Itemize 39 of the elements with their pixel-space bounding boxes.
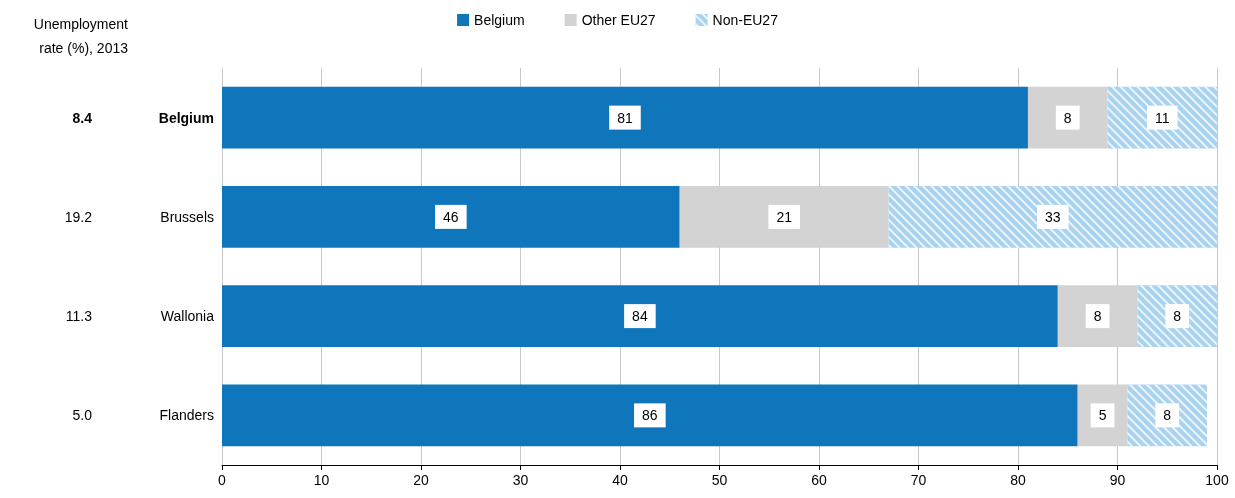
text: 5.0 bbox=[72, 407, 93, 424]
x-tick-label: 10 bbox=[313, 472, 330, 488]
bar bbox=[222, 86, 1028, 149]
text: 11.3 bbox=[65, 308, 93, 325]
data-label: 8 bbox=[1163, 407, 1172, 424]
bar bbox=[222, 384, 1078, 447]
y-tick-label: Flanders bbox=[159, 407, 214, 424]
data-label: 8 bbox=[1063, 109, 1072, 126]
x-tick-label: 20 bbox=[413, 472, 429, 488]
x-tick-label: 100 bbox=[1205, 472, 1229, 488]
data-label: 5 bbox=[1098, 407, 1107, 424]
bar bbox=[222, 186, 680, 248]
data-label: 86 bbox=[642, 407, 658, 424]
data-label: 81 bbox=[617, 109, 633, 126]
data-label: 46 bbox=[443, 208, 459, 225]
x-tick-label: 70 bbox=[910, 472, 927, 488]
bar bbox=[222, 285, 1058, 347]
text: Unemployment rate (%), 2013 bbox=[33, 16, 129, 56]
x-tick-label: 60 bbox=[811, 472, 827, 488]
data-label: 84 bbox=[632, 308, 648, 325]
data-label: 8 bbox=[1093, 308, 1102, 325]
data-label: 21 bbox=[776, 208, 793, 225]
x-tick-label: 50 bbox=[711, 472, 728, 488]
x-tick-label: 40 bbox=[612, 472, 628, 488]
text: 19.2 bbox=[64, 208, 93, 225]
data-label: 8 bbox=[1173, 308, 1182, 325]
legend-label: Non-EU27 bbox=[712, 12, 779, 28]
legend-label: Other EU27 bbox=[581, 12, 656, 28]
y-tick-label: Belgium bbox=[158, 109, 214, 126]
x-tick-label: 90 bbox=[1109, 472, 1126, 488]
data-label: 11 bbox=[1155, 109, 1170, 126]
x-tick-label: 0 bbox=[218, 472, 227, 488]
text: 8.4 bbox=[72, 109, 93, 126]
legend-label: Belgium bbox=[474, 12, 525, 28]
data-label: 33 bbox=[1045, 208, 1061, 225]
x-tick-label: 80 bbox=[1010, 472, 1026, 488]
x-tick-label: 30 bbox=[512, 472, 529, 488]
y-tick-label: Wallonia bbox=[160, 308, 215, 325]
y-tick-label: Brussels bbox=[160, 208, 214, 225]
